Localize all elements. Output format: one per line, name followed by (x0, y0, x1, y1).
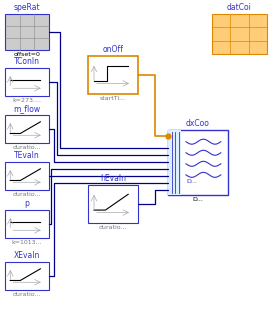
Bar (168, 130, 228, 195)
Text: m_flow: m_flow (14, 104, 40, 113)
Text: duratio...: duratio... (99, 225, 127, 230)
Text: datCoi: datCoi (227, 3, 252, 12)
Bar (88, 185, 138, 223)
Text: D...: D... (186, 179, 197, 184)
Bar (5, 262, 49, 290)
Bar (5, 68, 49, 96)
Bar (168, 130, 181, 195)
Text: offset=0: offset=0 (14, 52, 40, 57)
Text: dxCoo: dxCoo (186, 119, 210, 128)
Bar (5, 14, 49, 50)
Text: duratio...: duratio... (13, 292, 41, 297)
Text: hEvaIn: hEvaIn (100, 174, 126, 183)
Text: startTi...: startTi... (100, 96, 126, 101)
Text: TConIn: TConIn (14, 57, 40, 66)
Text: p: p (25, 199, 29, 208)
Text: speRat: speRat (14, 3, 40, 12)
Text: duratio...: duratio... (13, 192, 41, 197)
Bar (5, 210, 49, 238)
Bar (88, 56, 138, 94)
Bar (5, 162, 49, 190)
Text: TEvaIn: TEvaIn (14, 151, 40, 160)
Text: XEvaIn: XEvaIn (14, 251, 40, 260)
Text: D...: D... (193, 197, 203, 202)
Text: k=1013...: k=1013... (12, 240, 42, 245)
Text: duratio...: duratio... (13, 145, 41, 150)
Bar (212, 14, 267, 54)
Text: k=273....: k=273.... (12, 98, 42, 103)
Text: onOff: onOff (102, 45, 124, 54)
Bar (5, 115, 49, 143)
